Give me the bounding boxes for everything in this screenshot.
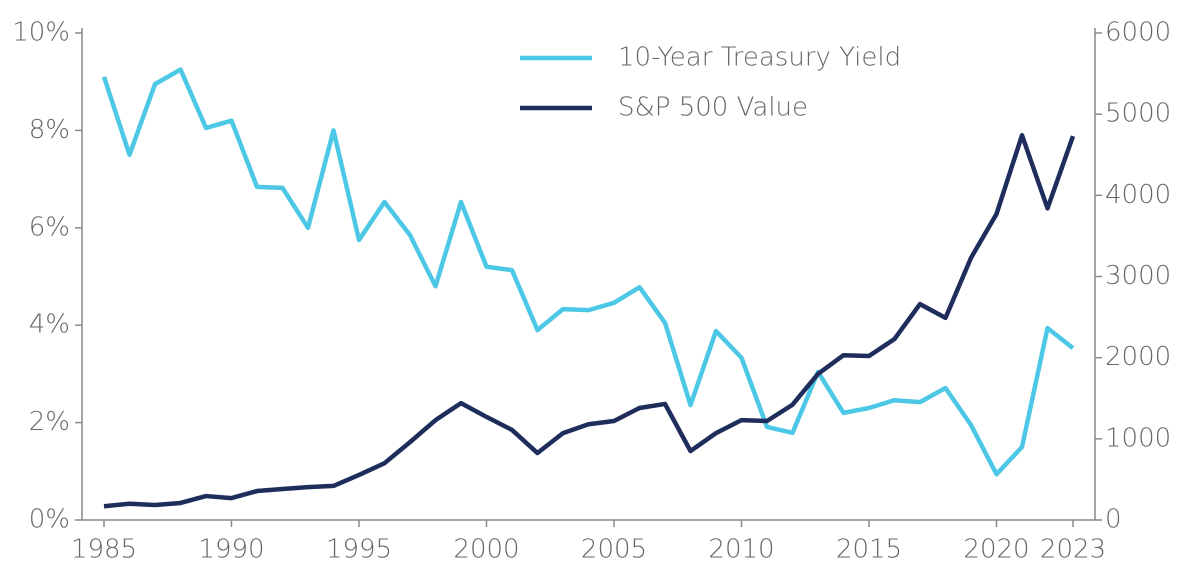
- x-tick-label: 2020: [963, 535, 1029, 565]
- y-tick-label: 8%: [29, 115, 70, 145]
- y2-tick-label: 6000: [1105, 18, 1171, 48]
- x-tick-label: 2023: [1040, 535, 1106, 565]
- y-tick-label: 0%: [29, 505, 70, 535]
- x-tick-label: 2010: [708, 535, 774, 565]
- y2-tick-label: 5000: [1105, 99, 1171, 129]
- y2-tick-label: 3000: [1105, 261, 1171, 291]
- y2-tick-label: 0: [1105, 505, 1122, 535]
- series-line: [101, 67, 1075, 477]
- x-tick-label: 2005: [581, 535, 647, 565]
- x-tick-label: 1990: [198, 535, 264, 565]
- x-tick-label: 1985: [71, 535, 137, 565]
- x-tick-label: 2000: [453, 535, 519, 565]
- y-tick-label: 10%: [12, 18, 70, 48]
- legend-label: S&P 500 Value: [618, 93, 808, 123]
- legend-label: 10-Year Treasury Yield: [618, 43, 901, 73]
- series-line: [103, 133, 1076, 509]
- y2-tick-label: 2000: [1105, 342, 1171, 372]
- y2-tick-label: 1000: [1105, 423, 1171, 453]
- x-tick-label: 2015: [836, 535, 902, 565]
- y-tick-label: 6%: [29, 212, 70, 242]
- y-tick-label: 2%: [29, 407, 70, 437]
- y2-tick-label: 4000: [1105, 180, 1171, 210]
- x-tick-label: 1995: [326, 535, 392, 565]
- y-tick-label: 4%: [29, 310, 70, 340]
